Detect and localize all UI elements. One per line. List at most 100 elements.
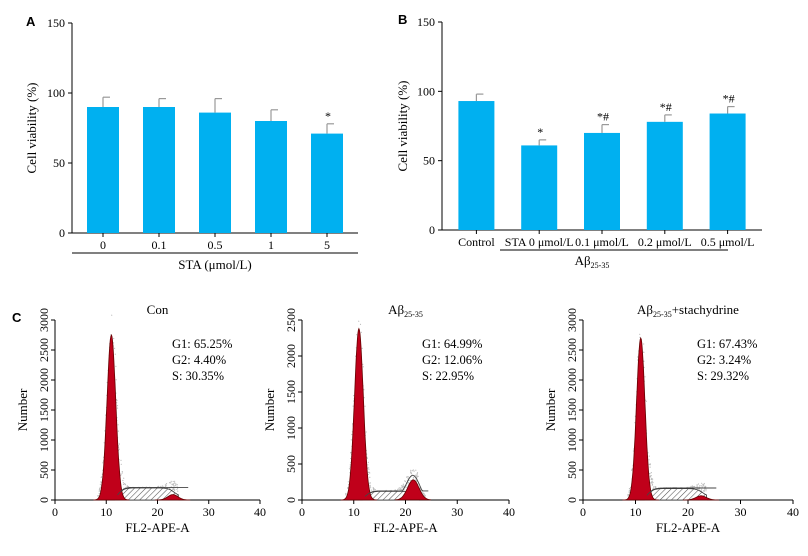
scatter-dot [692,486,695,488]
scatter-dot [127,486,130,488]
scatter-dot [402,484,404,486]
histogram-title: Con [147,302,169,317]
significance-mark: *# [660,100,672,114]
scatter-dot [117,430,119,432]
scatter-dot [399,487,401,489]
scatter-dot [372,487,374,489]
scatter-dot [397,488,399,490]
scatter-dot [372,489,375,491]
scatter-dot [116,407,119,409]
scatter-dot [116,405,119,407]
x-tick-label: 0 [580,505,586,519]
scatter-dot [115,379,117,381]
scatter-dot [416,472,419,474]
phase-stat: G2: 4.40% [172,353,226,367]
scatter-dot [423,492,425,494]
x-tick-label: 20 [400,505,412,519]
scatter-dot [415,469,417,471]
phase-stat: G1: 65.25% [172,337,232,351]
scatter-dot [637,359,639,361]
x-tick-label: 30 [203,505,215,519]
scatter-dot [126,485,129,487]
scatter-dot [628,491,630,493]
y-tick-label: 0 [59,226,65,240]
scatter-dot [648,463,651,466]
scatter-dot [101,476,103,478]
scatter-dot [120,474,122,477]
scatter-dot [172,480,174,483]
scatter-dot [362,366,364,368]
scatter-dot [705,488,707,490]
scatter-dot [164,485,167,487]
scatter-dot [114,347,116,349]
scatter-dot [349,464,351,466]
g2-peak [154,494,191,501]
y-tick-label: 500 [565,461,579,479]
scatter-dot [352,400,355,402]
scatter-dot [703,484,705,486]
scatter-dot [116,402,118,404]
scatter-dot [639,333,641,335]
x-tick-label: 40 [787,505,799,519]
scatter-dot [649,473,651,475]
y-tick-label: 500 [37,461,51,479]
scatter-dot [634,422,636,424]
scatter-dot [655,486,657,488]
scatter-dot [637,356,639,358]
panel-letter-c: C [12,310,22,325]
scatter-dot [360,331,362,333]
scatter-dot [172,488,174,490]
scatter-dot [402,483,404,485]
scatter-dot [701,482,703,484]
scatter-dot [643,343,645,345]
histogram-title: Aβ25-35 [388,302,423,319]
bar [311,133,343,233]
scatter-dot [400,487,402,489]
s-phase-area [644,488,707,501]
scatter-dot [407,476,409,478]
scatter-dot [347,481,349,483]
scatter-dot [368,468,370,470]
y-tick-label: 150 [47,16,65,30]
scatter-dot [169,482,171,484]
bar [521,145,558,230]
x-tick-label: 0.5 μmol/L [701,235,755,249]
scatter-dot [102,462,104,464]
scatter-dot [416,473,418,475]
scatter-dot [172,484,174,486]
scatter-dot [367,461,369,463]
y-tick-label: 2500 [37,338,51,362]
scatter-dot [652,487,655,489]
x-group-label: Aβ25-35 [575,253,610,270]
scatter-dot [631,469,633,471]
scatter-dot [412,469,414,471]
phase-stat: S: 30.35% [172,369,224,383]
y-tick-label: 500 [284,455,298,473]
scatter-dot [176,488,178,491]
scatter-dot [121,472,123,474]
scatter-dot [399,488,402,490]
scatter-dot [648,455,650,457]
y-tick-label: 1000 [565,428,579,452]
scatter-dot [398,487,400,489]
scatter-dot [701,486,703,488]
bar [255,121,287,233]
x-tick-label: STA 0 μmol/L [505,235,574,249]
bar [458,101,495,230]
flow-histogram-abeta: 0 500 1000 1500 2000 2500 0 10 20 30 40 Number FL2-A… [262,302,515,535]
scatter-dot [650,481,652,483]
x-tick-label: 0.5 [208,238,223,252]
y-tick-label: 0 [37,497,51,503]
y-tick-label: 1500 [37,398,51,422]
x-tick-label: 10 [630,505,642,519]
scatter-dot [118,448,120,450]
y-tick-label: 50 [423,154,435,168]
scatter-dot [177,487,179,489]
scatter-dot [690,485,692,487]
scatter-dot [117,424,119,426]
scatter-dot [111,314,113,316]
bar [143,107,175,233]
bar [709,113,746,230]
phase-stat: S: 22.95% [422,369,474,383]
